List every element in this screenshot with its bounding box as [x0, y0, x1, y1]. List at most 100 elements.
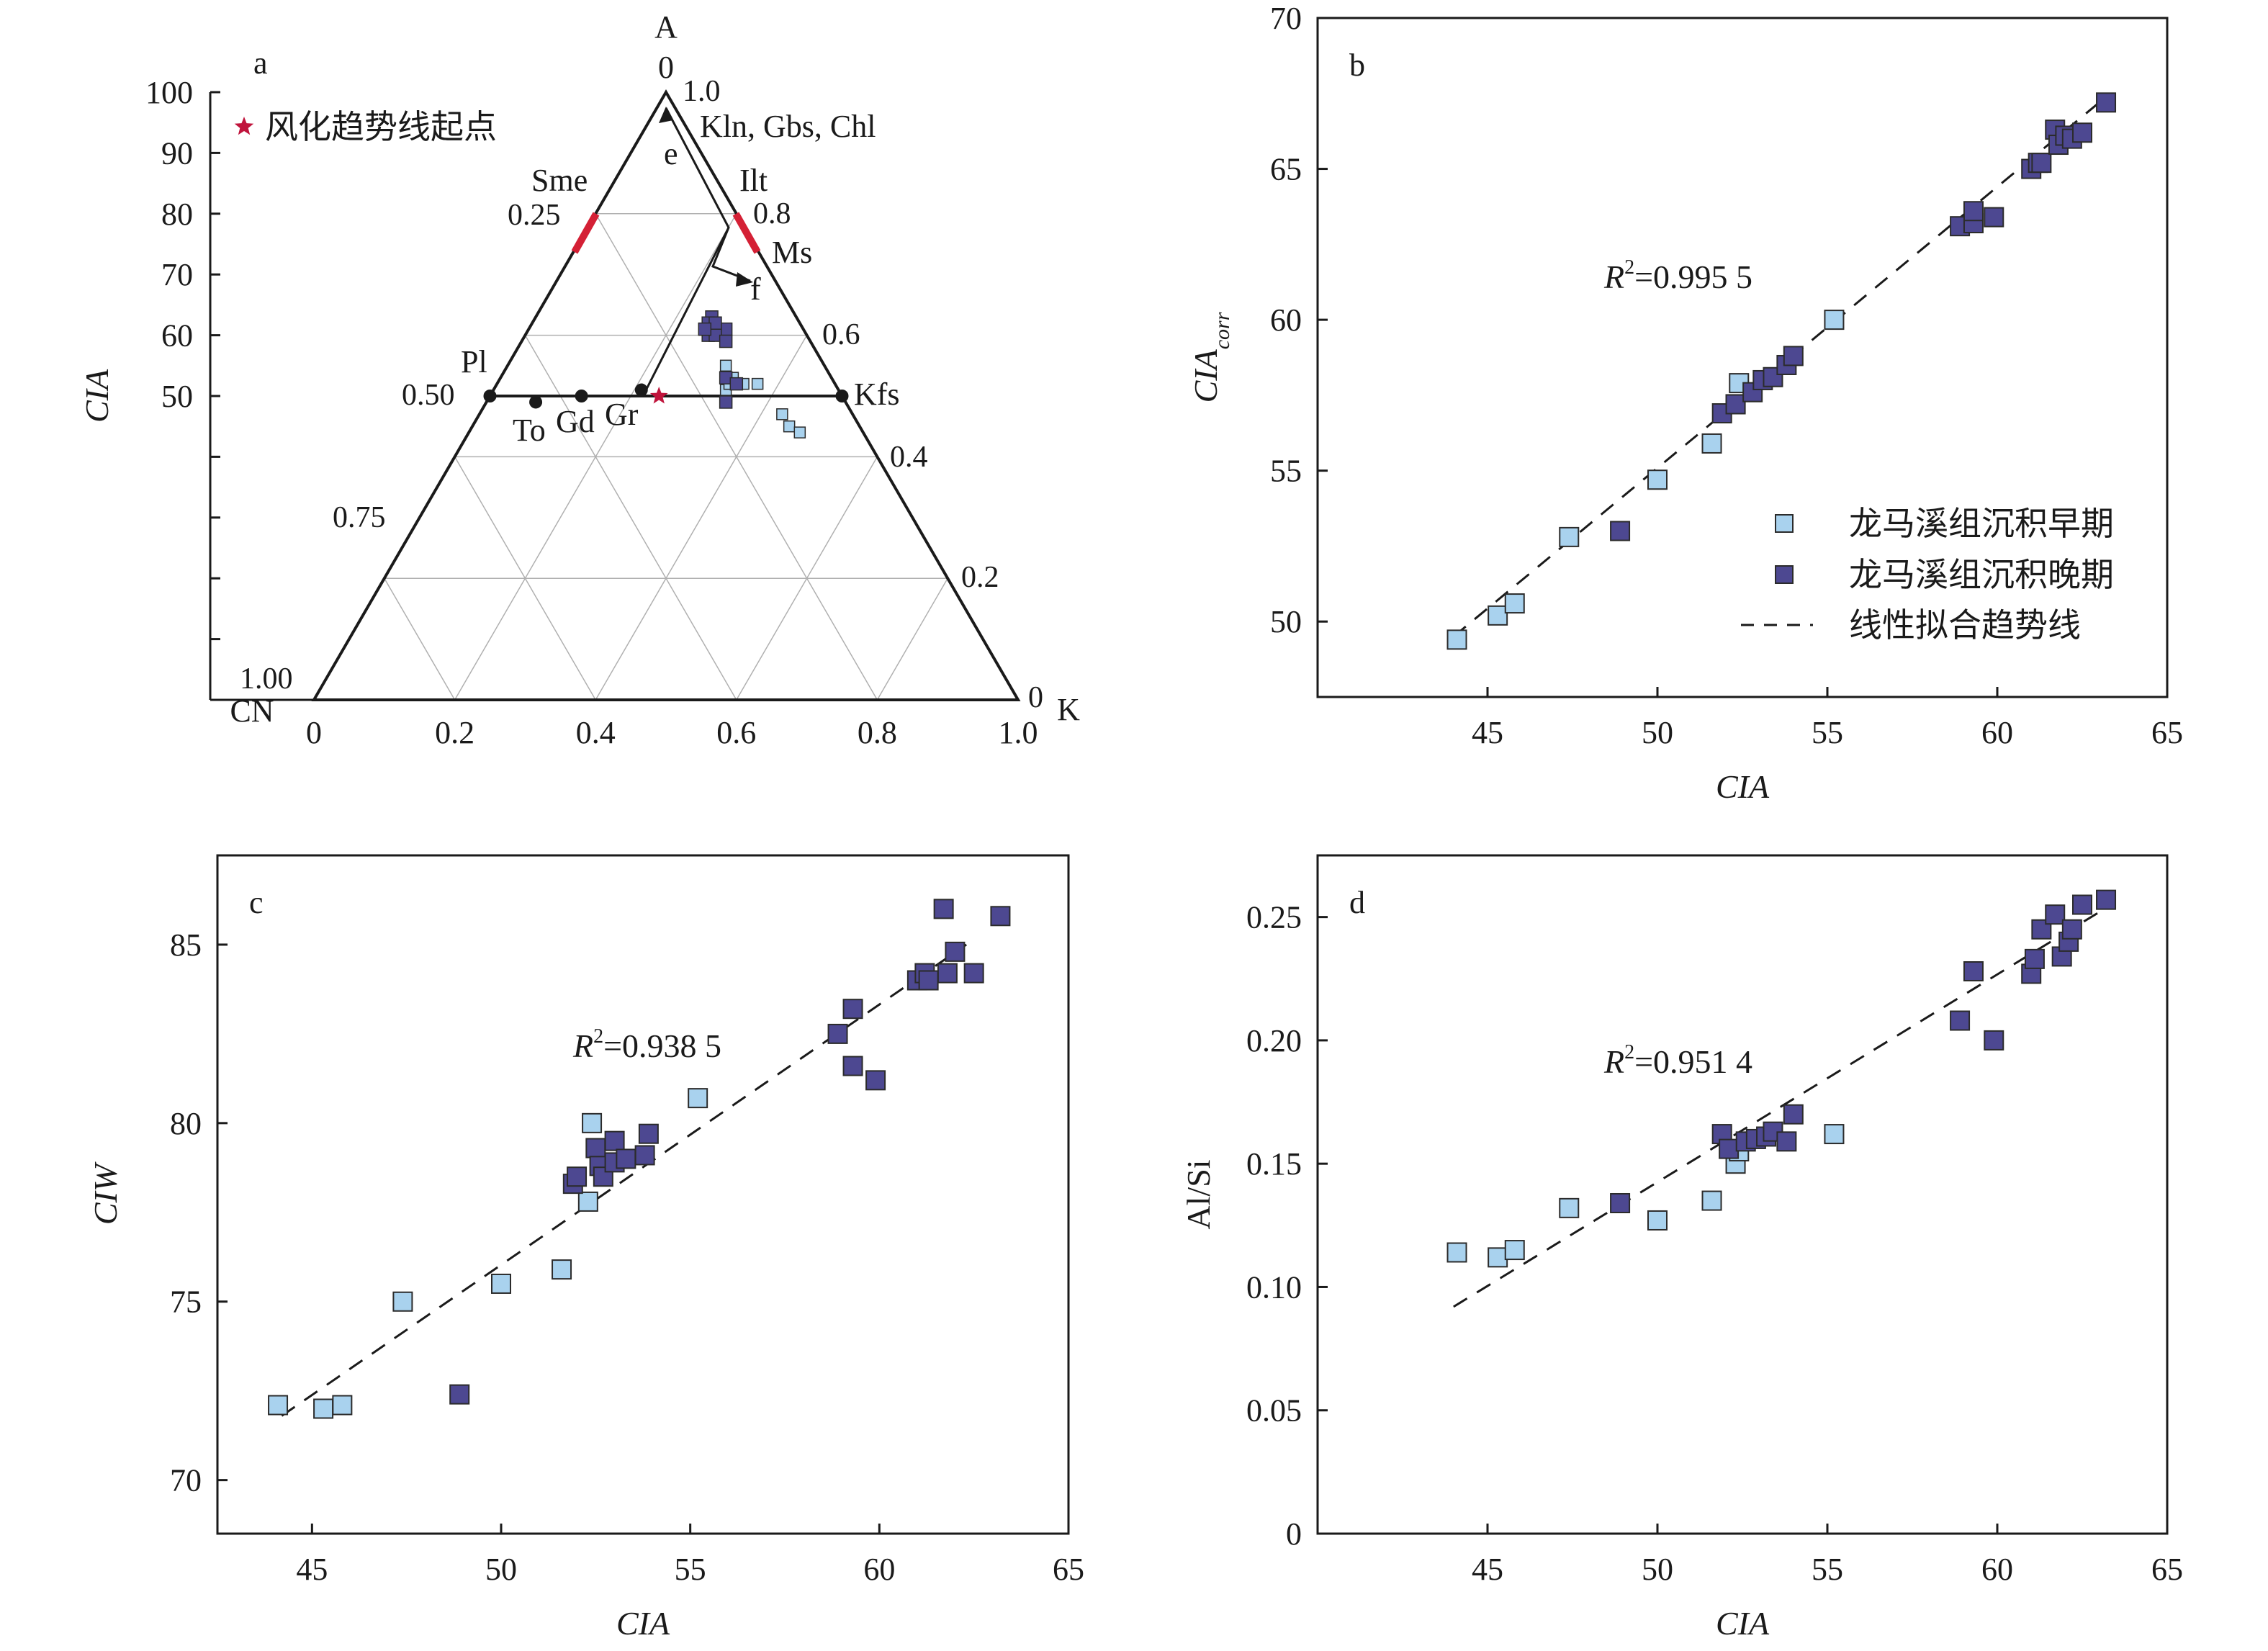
- bottom-tick-label: 0.8: [858, 715, 897, 750]
- vertex-k-label: K: [1057, 692, 1080, 727]
- marker-late: [616, 1148, 636, 1169]
- grid-line-cn: [524, 335, 737, 701]
- x-axis-title: CIA: [616, 1605, 670, 1642]
- marker-late: [1783, 1104, 1804, 1125]
- left-tick-1-00: 1.00: [240, 662, 293, 696]
- marker-early: [491, 1273, 511, 1294]
- plot-frame: [1316, 17, 2169, 698]
- marker-early: [1504, 1240, 1525, 1261]
- grid-line-cn: [384, 577, 456, 701]
- right-tick-0-2: 0.2: [961, 561, 999, 594]
- legend-entry: 线性拟合趋势线: [1849, 607, 2081, 644]
- bottom-tick-label: 1.0: [999, 715, 1038, 750]
- x-tick-label: 60: [1981, 715, 2013, 750]
- label-f: f: [750, 271, 761, 307]
- marker-late: [2096, 92, 2117, 113]
- label-pl: Pl: [461, 344, 487, 379]
- marker-early: [1488, 605, 1508, 626]
- marker-late: [1783, 346, 1804, 366]
- grid-line-k: [736, 456, 878, 701]
- x-tick-label: 60: [863, 1552, 895, 1587]
- y-axis-title: Al/Si: [1180, 1159, 1217, 1229]
- y-tick-label: 85: [170, 927, 202, 963]
- label-sme: Sme: [531, 163, 588, 198]
- x-tick-label: 65: [2151, 1552, 2183, 1587]
- marker-early: [688, 1088, 708, 1109]
- cia-tick-label: 50: [161, 379, 193, 414]
- x-tick-label: 45: [296, 1552, 328, 1587]
- marker-late: [1719, 1138, 1740, 1159]
- marker-late: [585, 1138, 606, 1159]
- marker-late: [1610, 521, 1631, 541]
- legend-entry: 龙马溪组沉积晚期: [1849, 557, 2114, 593]
- plot-frame: [1316, 854, 2169, 1535]
- marker-early: [552, 1259, 572, 1280]
- y-tick-label: 70: [1270, 1, 1302, 36]
- y-axis-title: CIW: [87, 1161, 124, 1225]
- x-tick-label: 55: [675, 1552, 706, 1587]
- marker-early: [1647, 469, 1668, 490]
- marker-late: [933, 899, 954, 919]
- x-tick-label: 50: [485, 1552, 517, 1587]
- x-tick-label: 50: [1642, 1552, 1673, 1587]
- marker-late: [604, 1130, 625, 1151]
- y-tick-label: 65: [1270, 152, 1302, 187]
- marker-late: [2031, 153, 2052, 174]
- trend-arrow-f-head: [736, 272, 753, 287]
- panel-d-scatter: 45 50 55 60 65 0 0.05 0.10 0.15 0.20 0.25 d CIA Al/Si…: [1180, 854, 2183, 1642]
- weathering-start-star: [649, 387, 668, 404]
- vertex-cn-label: CN: [230, 693, 274, 729]
- marker-late: [963, 963, 984, 984]
- ternary-sample-late: [719, 334, 733, 348]
- marker-early: [392, 1291, 413, 1312]
- r-squared-label: R2=0.995 5: [1603, 256, 1752, 295]
- y-tick-label: 0.10: [1246, 1269, 1302, 1305]
- label-kfs: Kfs: [854, 377, 900, 412]
- marker-early: [1824, 1124, 1845, 1145]
- y-tick-label: 0.15: [1246, 1146, 1302, 1182]
- plot-frame: [216, 854, 1070, 1535]
- panel-b-label: b: [1349, 48, 1365, 83]
- marker-early: [1446, 1242, 1467, 1263]
- marker-late: [827, 1023, 848, 1044]
- ternary-grid: [384, 213, 948, 701]
- marker-late: [1610, 1192, 1631, 1213]
- marker-late: [2072, 122, 2092, 143]
- marker-early: [1647, 1210, 1668, 1231]
- right-tick-0-4: 0.4: [890, 441, 928, 474]
- right-tick-0: 0: [1028, 681, 1043, 714]
- right-tick-0-8: 0.8: [753, 197, 791, 230]
- marker-late: [2024, 948, 2045, 969]
- marker-late: [937, 963, 958, 984]
- cia-tick-label: 90: [161, 135, 193, 171]
- right-tick-1-0: 1.0: [683, 75, 721, 108]
- marker-late: [990, 906, 1011, 927]
- marker-late: [918, 970, 939, 991]
- y-tick-label: 50: [1270, 604, 1302, 639]
- ternary-sample-early: [751, 377, 764, 390]
- y-tick-label: 0.20: [1246, 1023, 1302, 1058]
- panel-a-ternary: a CIA 100 90 80 70 60 50 A 0 CN K Kln, Gbs, C…: [78, 9, 1080, 750]
- bottom-tick-label: 0.2: [435, 715, 474, 750]
- marker-late: [1725, 394, 1746, 415]
- bottom-tick-label: 0: [306, 715, 322, 750]
- y-tick-label: 0.05: [1246, 1393, 1302, 1429]
- x-tick-label: 50: [1642, 715, 1673, 750]
- panel-a-label: a: [253, 45, 268, 81]
- ternary-sample-late: [729, 377, 744, 391]
- marker-late: [567, 1166, 588, 1187]
- panel-d-label: d: [1349, 885, 1365, 920]
- x-tick-label: 65: [1053, 1552, 1084, 1587]
- marker-early: [1559, 1197, 1580, 1218]
- ternary-sample-early: [793, 426, 806, 438]
- label-to: To: [513, 413, 546, 448]
- bottom-ticks: 0 0.2 0.4 0.6 0.8 1.0: [306, 715, 1038, 750]
- marker-early: [577, 1191, 598, 1212]
- left-tick-0-50: 0.50: [402, 379, 455, 412]
- linear-fit-trend-line: [1453, 911, 2100, 1308]
- r-squared-label: R2=0.938 5: [572, 1025, 721, 1064]
- marker-late: [638, 1123, 659, 1144]
- cia-tick-label: 80: [161, 197, 193, 232]
- cia-ticks: 100 90 80 70 60 50: [145, 75, 314, 701]
